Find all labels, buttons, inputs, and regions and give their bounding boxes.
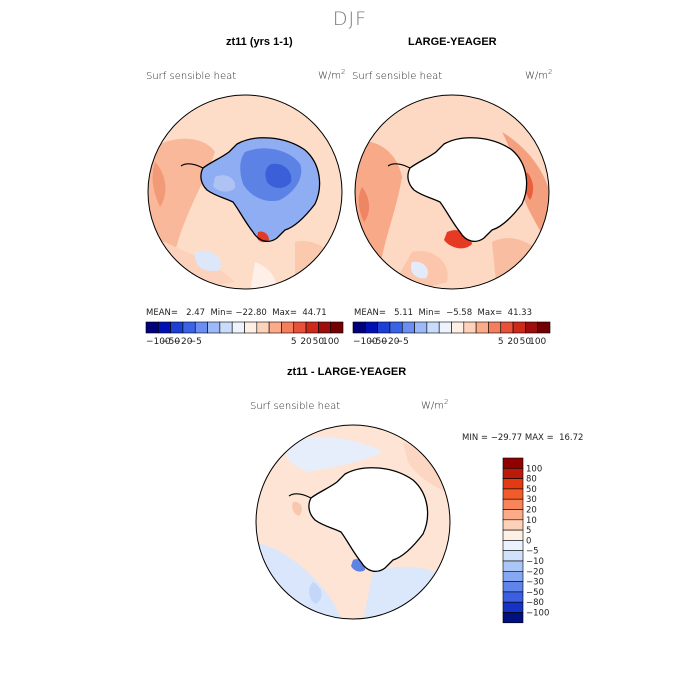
colorbar1-swatch [318,321,331,334]
colorbar3-tick-label: −20 [526,567,544,577]
colorbar2-tick-label: 50 [520,337,532,347]
colorbar3-swatch [502,529,524,541]
colorbar1-swatch [182,321,196,334]
panel2-unit: W/m2 [525,68,553,82]
colorbar3-tick-label: 30 [526,495,537,505]
colorbar1-tick-label: 20 [300,337,312,347]
colorbar2-swatch [365,321,378,334]
colorbar3-tick-label: 0 [526,536,531,546]
colorbar1-swatch [158,321,171,334]
panel1-polar-map [147,94,343,290]
panel1-unit: W/m2 [318,68,346,82]
colorbar1-swatch [219,321,233,334]
colorbar3-tick-label: 50 [526,485,537,495]
colorbar3-tick-label: 20 [526,506,537,516]
colorbar2-swatch [377,321,391,334]
colorbar1-swatch [244,321,258,334]
colorbar2-swatch [475,321,489,334]
colorbar3-swatch [502,468,524,479]
colorbar2-swatch [389,321,403,334]
colorbar3-swatch [502,571,524,582]
colorbar3-tick-label: 80 [526,475,537,485]
colorbar3-swatch [502,581,524,593]
panel2-polar-map [354,94,550,290]
colorbar3-tick-label: 10 [526,516,537,526]
panel2-variable-label: Surf sensible heat [352,71,443,82]
colorbar1-tick-label: 50 [313,337,325,347]
colorbar3-swatch [502,488,524,500]
colorbar3-tick-label: 100 [526,464,542,474]
colorbar3-swatch [502,550,524,562]
colorbar3-tick-label: −30 [526,578,544,588]
colorbar1-swatch [231,321,245,334]
colorbar1-tick-label: −100 [146,337,171,347]
colorbar1-tick-label: −50 [161,337,180,347]
colorbar1-swatch [293,321,307,334]
colorbar1-swatch [256,321,270,334]
season-title: DJF [332,8,368,30]
panel3-stats: MIN = −29.77 MAX = 16.72 [462,433,584,443]
colorbar3-swatch [502,478,524,490]
colorbar2-swatch [525,321,538,334]
panel3-variable-label: Surf sensible heat [250,401,341,412]
colorbar2-swatch [500,321,514,334]
panel3-unit: W/m2 [421,398,449,412]
panel2-title: LARGE-YEAGER [408,36,497,48]
colorbar2-tick-label: −50 [368,337,387,347]
colorbar2-tick-label: 5 [498,337,504,347]
colorbar3-swatch [502,457,524,469]
panel2-stats: MEAN= 5.11 Min= −5.58 Max= 41.33 [354,308,532,318]
colorbar2-swatch [488,321,502,334]
colorbar2-tick-label: −100 [353,337,378,347]
colorbar3-tick-label: −80 [526,598,544,608]
colorbar2-swatch [451,321,465,334]
panel3-title: zt11 - LARGE-YEAGER [287,366,407,378]
colorbar1-swatch [268,321,282,334]
colorbar3-tick-label: −5 [526,547,539,557]
colorbar3-tick-label: −100 [526,609,549,619]
colorbar1-tick-label: 100 [322,337,339,347]
colorbar1-swatch [281,321,295,334]
colorbar3-swatch [502,509,524,521]
panel1-title: zt11 (yrs 1-1) [226,36,293,48]
colorbar2-swatch [426,321,440,334]
colorbar2-swatch [512,321,526,334]
colorbar3-tick-label: 5 [526,526,531,536]
colorbar3-tick-label: −50 [526,588,544,598]
colorbar2-swatch [537,321,551,334]
panel1-stats: MEAN= 2.47 Min= −22.80 Max= 44.71 [146,308,327,318]
panel3-polar-map [255,424,451,620]
colorbar2-tick-label: 20 [507,337,519,347]
colorbar3-swatch [502,612,524,624]
colorbar2-swatch [438,321,452,334]
colorbar1-swatch [145,321,159,334]
colorbar2-swatch [463,321,477,334]
colorbar3-swatch [502,560,524,572]
colorbar1-swatch [330,321,344,334]
colorbar3-swatch [502,591,524,603]
colorbar3-swatch [502,498,524,510]
colorbar1-swatch [207,321,221,334]
colorbar2-tick-label: −5 [396,337,409,347]
colorbar2-tick-label: 100 [529,337,546,347]
colorbar2-swatch [414,321,428,334]
colorbar3-swatch [502,540,524,552]
colorbar1-tick-label: 5 [291,337,297,347]
colorbar1-tick-label: −20 [173,337,192,347]
colorbar1-swatch [194,321,208,334]
colorbar2-swatch [401,321,415,334]
colorbar3-swatch [502,519,524,531]
colorbar3-tick-label: −10 [526,557,544,567]
colorbar1-tick-label: −5 [189,337,202,347]
colorbar2-tick-label: −20 [380,337,399,347]
colorbar1-swatch [170,321,184,334]
colorbar2-swatch [352,321,366,334]
panel1-variable-label: Surf sensible heat [146,71,237,82]
colorbar1-swatch [305,321,319,334]
colorbar3-swatch [502,601,524,613]
